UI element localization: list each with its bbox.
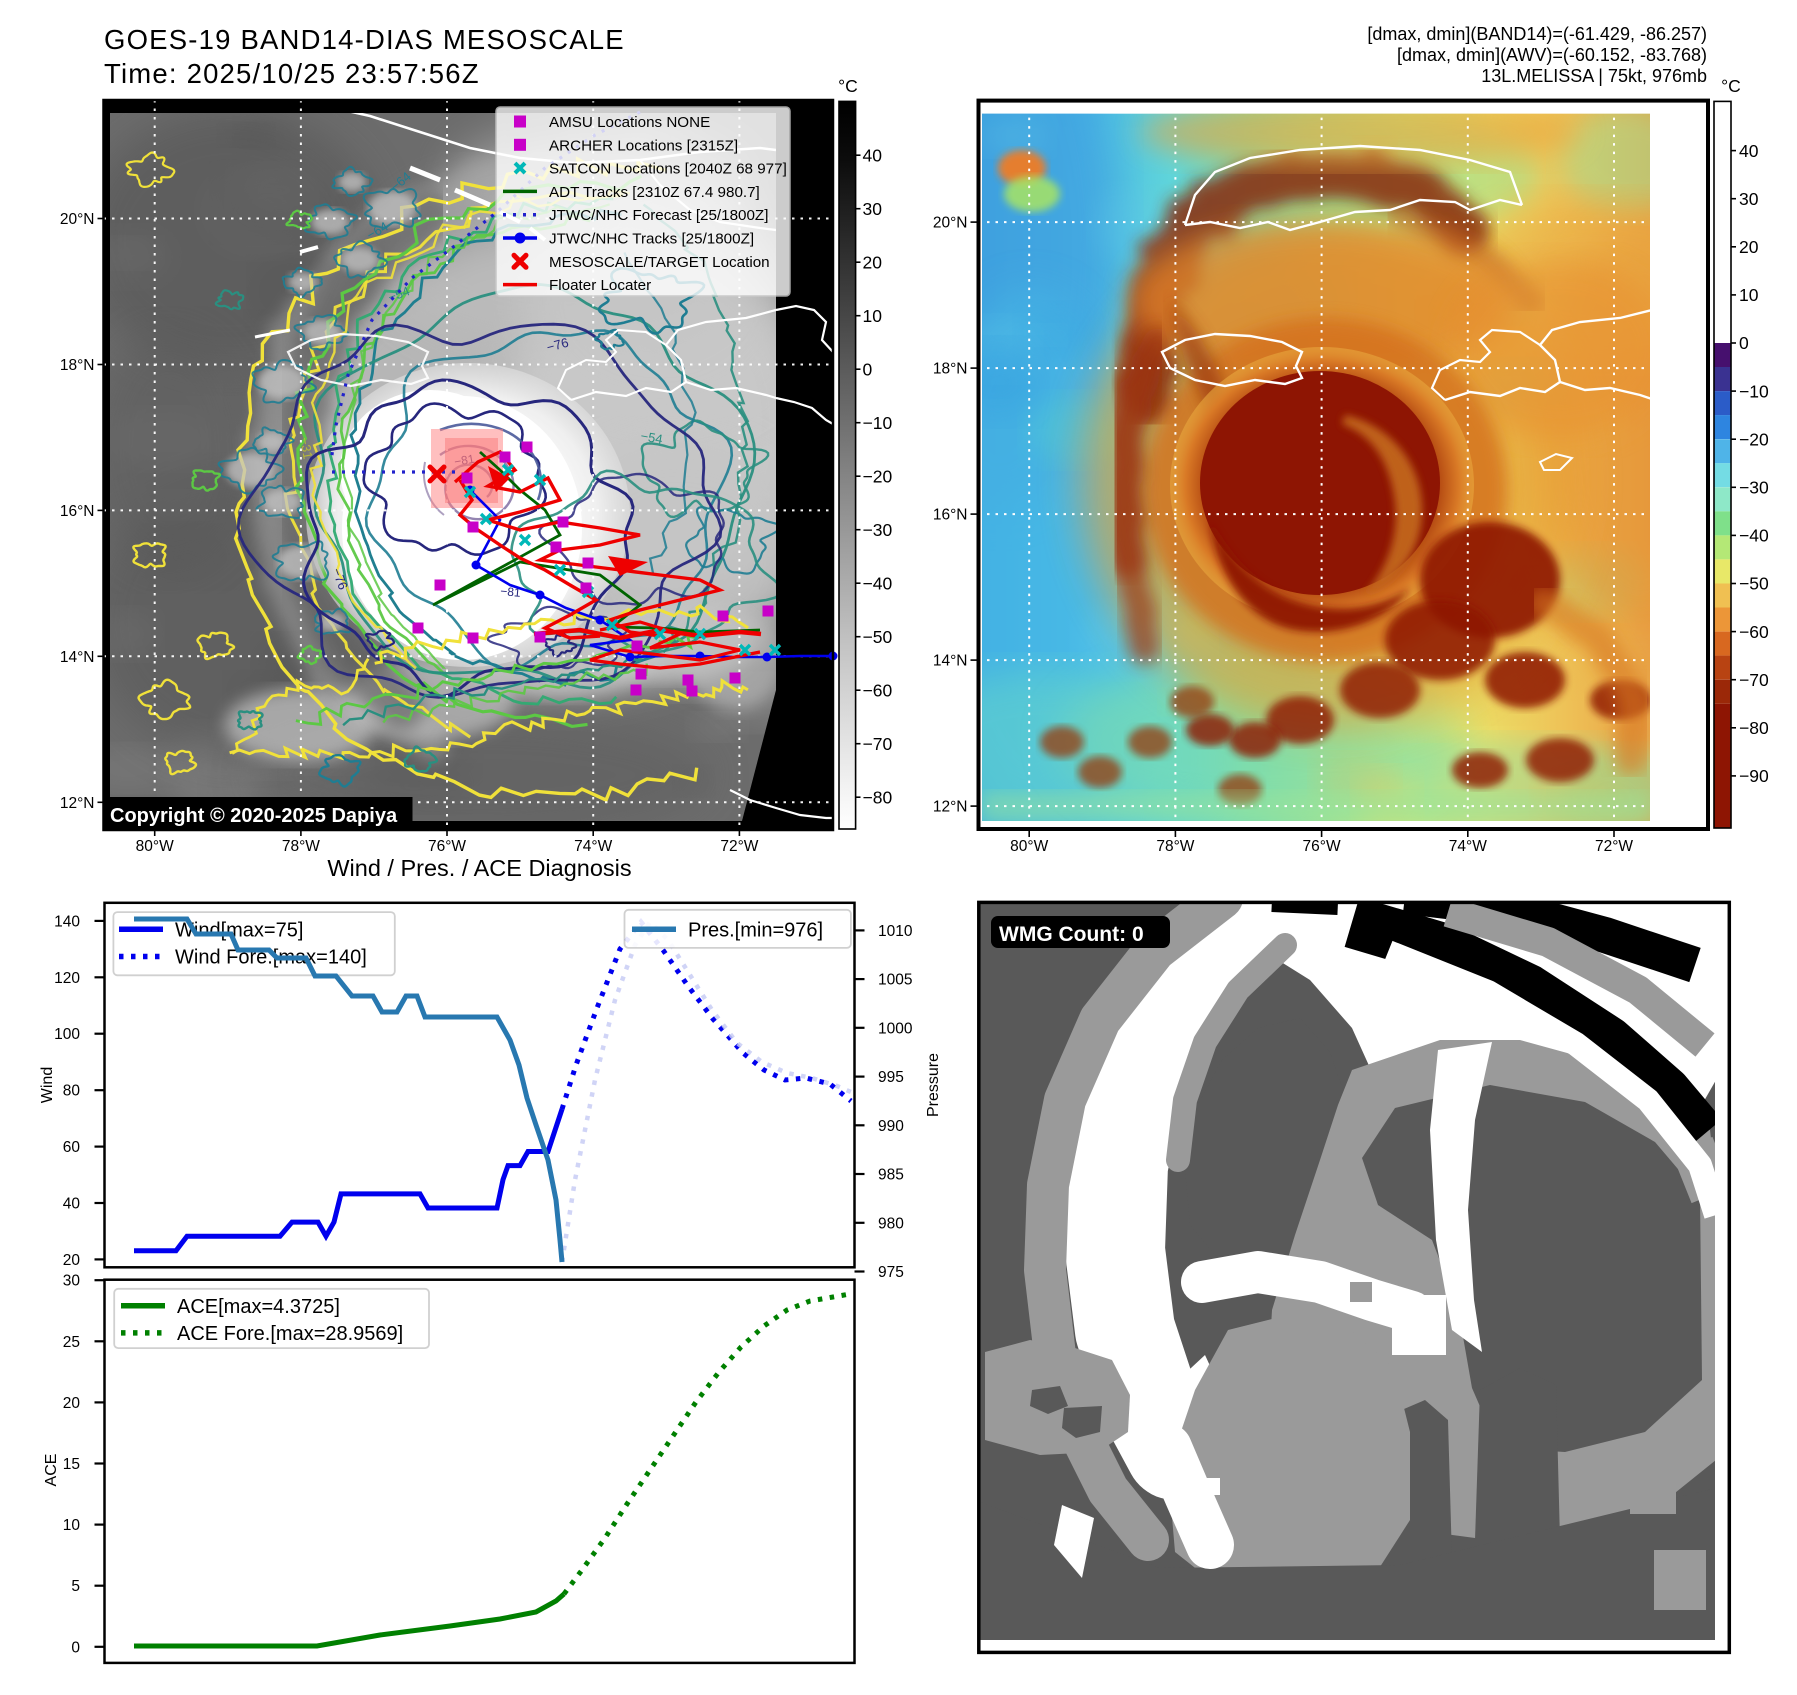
svg-text:−10: −10 [1739,381,1769,401]
svg-text:−76: −76 [545,335,570,355]
svg-text:0: 0 [1739,333,1749,353]
svg-text:20: 20 [63,1252,81,1269]
svg-text:[dmax, dmin](AWV)=(-60.152, -8: [dmax, dmin](AWV)=(-60.152, -83.768) [1397,45,1707,65]
svg-text:−40: −40 [863,573,893,593]
svg-text:80: 80 [63,1083,81,1100]
svg-text:980: 980 [878,1215,904,1232]
svg-text:72°W: 72°W [720,838,758,855]
svg-text:30: 30 [63,1273,81,1290]
svg-text:GOES-19 BAND14-DIAS MESOSCALE: GOES-19 BAND14-DIAS MESOSCALE [104,24,625,55]
svg-text:14°N: 14°N [933,653,968,670]
svg-text:0: 0 [863,359,873,379]
svg-text:20: 20 [1739,237,1759,257]
svg-text:100: 100 [54,1026,80,1043]
svg-text:12°N: 12°N [933,799,968,816]
svg-text:18°N: 18°N [933,361,968,378]
svg-text:SATCON Locations [2040Z 68 977: SATCON Locations [2040Z 68 977] [549,161,787,178]
svg-text:Pres.[min=976]: Pres.[min=976] [688,919,823,941]
svg-text:985: 985 [878,1167,904,1184]
svg-text:−80: −80 [863,787,893,807]
svg-text:72°W: 72°W [1595,838,1633,855]
svg-text:0: 0 [71,1639,80,1656]
svg-text:12°N: 12°N [60,795,95,812]
svg-text:Wind: Wind [39,1067,56,1103]
svg-text:25: 25 [63,1334,80,1351]
svg-text:−70: −70 [863,734,893,754]
svg-text:°C: °C [838,76,858,96]
svg-text:975: 975 [878,1264,904,1281]
svg-text:1005: 1005 [878,972,912,989]
svg-text:18°N: 18°N [60,357,95,374]
svg-text:JTWC/NHC Tracks [25/1800Z]: JTWC/NHC Tracks [25/1800Z] [549,231,754,248]
svg-text:−10: −10 [863,413,893,433]
svg-text:74°W: 74°W [574,838,612,855]
svg-text:76°W: 76°W [1303,838,1341,855]
svg-text:16°N: 16°N [60,503,95,520]
svg-text:78°W: 78°W [1156,838,1194,855]
svg-text:20: 20 [63,1395,81,1412]
svg-text:JTWC/NHC Forecast [25/1800Z]: JTWC/NHC Forecast [25/1800Z] [549,207,768,224]
svg-text:ARCHER Locations [2315Z]: ARCHER Locations [2315Z] [549,137,738,154]
svg-text:60: 60 [63,1139,81,1156]
svg-text:−90: −90 [1739,766,1769,786]
svg-text:ACE: ACE [43,1454,60,1487]
svg-text:−54: −54 [639,428,663,447]
svg-text:990: 990 [878,1118,904,1135]
svg-text:40: 40 [1739,141,1759,161]
svg-text:−50: −50 [863,627,893,647]
svg-text:40: 40 [63,1196,81,1213]
svg-text:40: 40 [863,145,883,165]
svg-text:ACE[max=4.3725]: ACE[max=4.3725] [177,1296,340,1318]
svg-text:10: 10 [1739,285,1759,305]
svg-text:−70: −70 [1739,670,1769,690]
svg-text:140: 140 [54,913,80,930]
svg-text:Time: 2025/10/25 23:57:56Z: Time: 2025/10/25 23:57:56Z [104,58,480,89]
svg-text:Floater Locater: Floater Locater [549,277,651,294]
svg-text:−60: −60 [863,680,893,700]
svg-text:WMG Count: 0: WMG Count: 0 [999,923,1144,946]
svg-text:14°N: 14°N [60,649,95,666]
svg-text:20°N: 20°N [60,211,95,228]
svg-text:[dmax, dmin](BAND14)=(-61.429,: [dmax, dmin](BAND14)=(-61.429, -86.257) [1367,24,1707,44]
svg-text:20°N: 20°N [933,215,968,232]
svg-text:Wind Fore.[max=140]: Wind Fore.[max=140] [175,947,367,969]
svg-text:74°W: 74°W [1449,838,1487,855]
svg-text:−40: −40 [1739,526,1769,546]
svg-text:78°W: 78°W [282,838,320,855]
svg-text:−60: −60 [1739,622,1769,642]
svg-text:10: 10 [863,306,883,326]
svg-text:−20: −20 [1739,429,1769,449]
svg-text:10: 10 [63,1517,81,1534]
svg-text:ACE Fore.[max=28.9569]: ACE Fore.[max=28.9569] [177,1323,403,1345]
svg-text:−20: −20 [863,466,893,486]
svg-text:−76: −76 [329,566,351,592]
svg-text:AMSU Locations NONE: AMSU Locations NONE [549,114,710,131]
svg-text:30: 30 [863,199,883,219]
svg-text:20: 20 [863,252,883,272]
svg-text:120: 120 [54,970,80,987]
svg-text:−30: −30 [863,520,893,540]
svg-text:Pressure: Pressure [925,1053,942,1117]
svg-text:MESOSCALE/TARGET Location: MESOSCALE/TARGET Location [549,254,770,271]
svg-text:13L.MELISSA | 75kt, 976mb: 13L.MELISSA | 75kt, 976mb [1481,66,1707,86]
svg-text:80°W: 80°W [136,838,174,855]
svg-text:°C: °C [1721,76,1741,96]
svg-text:30: 30 [1739,189,1759,209]
svg-text:76°W: 76°W [428,838,466,855]
svg-text:5: 5 [71,1578,80,1595]
svg-text:80°W: 80°W [1010,838,1048,855]
svg-text:15: 15 [63,1456,80,1473]
svg-text:−50: −50 [1739,574,1769,594]
svg-text:−30: −30 [1739,478,1769,498]
svg-text:1010: 1010 [878,923,913,940]
svg-text:ADT Tracks [2310Z 67.4 980.7]: ADT Tracks [2310Z 67.4 980.7] [549,184,760,201]
svg-text:Copyright © 2020-2025 Dapiya: Copyright © 2020-2025 Dapiya [110,805,398,827]
svg-text:−80: −80 [1739,718,1769,738]
svg-text:16°N: 16°N [933,507,968,524]
svg-text:Wind / Pres. / ACE Diagnosis: Wind / Pres. / ACE Diagnosis [327,855,631,881]
svg-text:1000: 1000 [878,1020,913,1037]
svg-text:995: 995 [878,1069,904,1086]
